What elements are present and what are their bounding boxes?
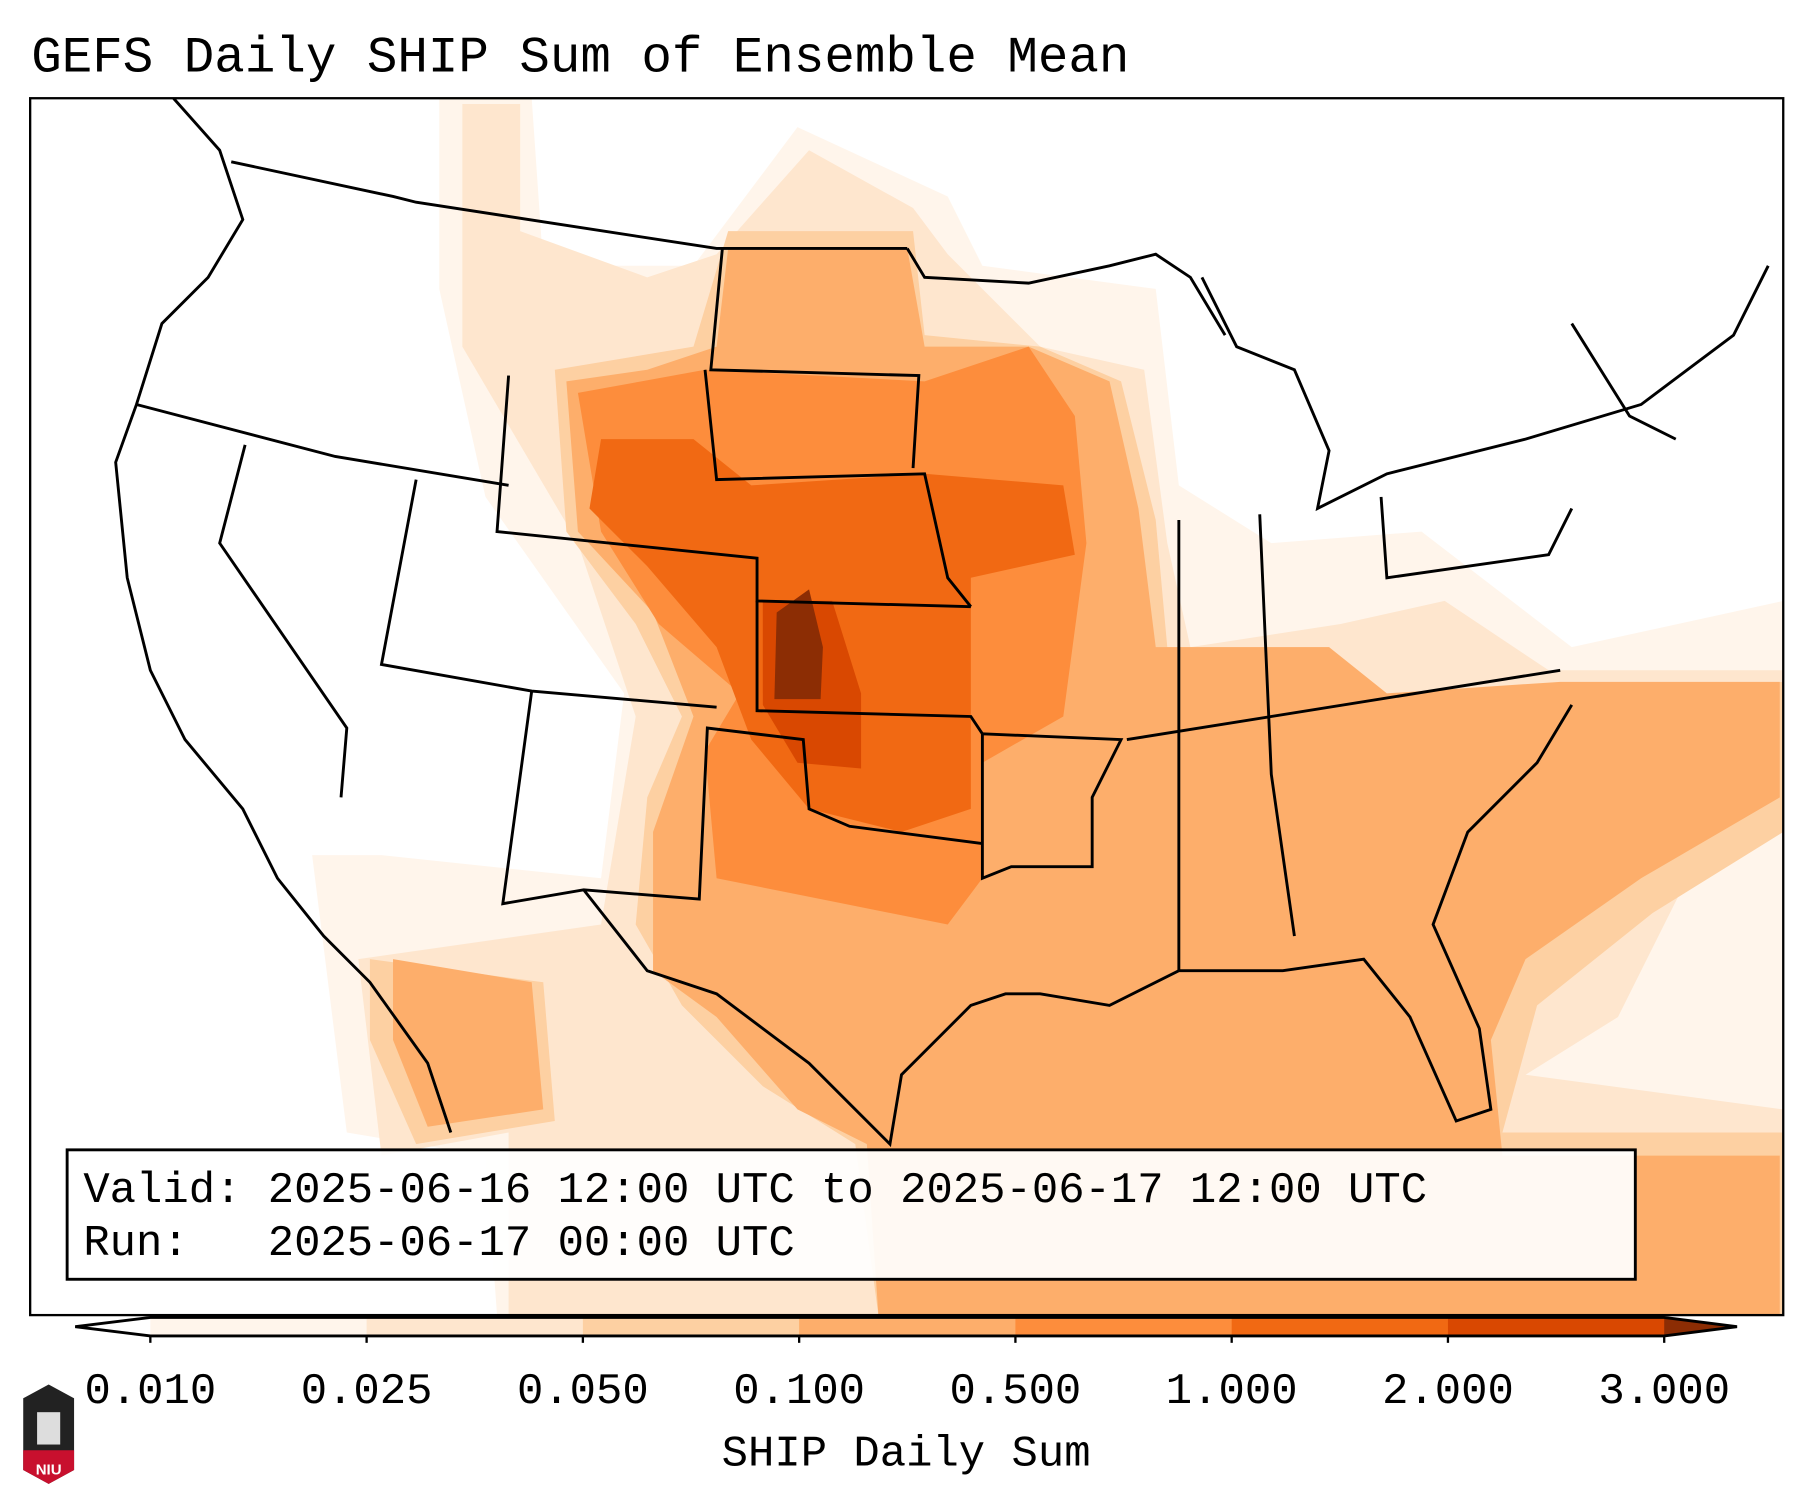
colorbar-tick-label: 2.000: [1382, 1367, 1514, 1417]
colorbar-tick-label: 3.000: [1598, 1367, 1730, 1417]
logo-text: NIU: [36, 1462, 62, 1479]
colorbar-label: SHIP Daily Sum: [722, 1429, 1091, 1479]
colorbar-segment: [366, 1317, 584, 1336]
colorbar-segment: [150, 1317, 368, 1336]
colorbar-segment: [799, 1317, 1016, 1336]
colorbar-segment: [1015, 1317, 1233, 1336]
boundaries: [114, 98, 1770, 1148]
run-time-text: Run: 2025-06-17 00:00 UTC: [83, 1219, 794, 1269]
colorbar-extend-min: [75, 1317, 151, 1336]
figure-title: GEFS Daily SHIP Sum of Ensemble Mean: [31, 31, 1129, 88]
colorbar-tick-label: 0.010: [84, 1367, 216, 1417]
colorbar-extend-max: [1664, 1317, 1738, 1336]
colorbar-tick-label: 0.100: [733, 1367, 865, 1417]
colorbar: 0.010 0.025 0.050 0.100 0.500 1.000 2.000 3.000: [75, 1315, 1738, 1417]
colorbar-tick-label: 0.500: [950, 1367, 1082, 1417]
niu-logo: NIU: [23, 1384, 75, 1484]
valid-run-legend: Valid: 2025-06-16 12:00 UTC to 2025-06-1…: [65, 1148, 1637, 1281]
colorbar-tick-label: 0.050: [517, 1367, 649, 1417]
map-panel: [29, 97, 1785, 1317]
colorbar-segment: [1447, 1317, 1665, 1336]
valid-time-text: Valid: 2025-06-16 12:00 UTC to 2025-06-1…: [83, 1166, 1427, 1216]
field-level-max: [774, 589, 823, 700]
colorbar-segment: [1231, 1317, 1449, 1336]
colorbar-tick-label: 0.025: [301, 1367, 433, 1417]
colorbar-tick-label: 1.000: [1166, 1367, 1298, 1417]
colorbar-segment: [582, 1317, 800, 1336]
